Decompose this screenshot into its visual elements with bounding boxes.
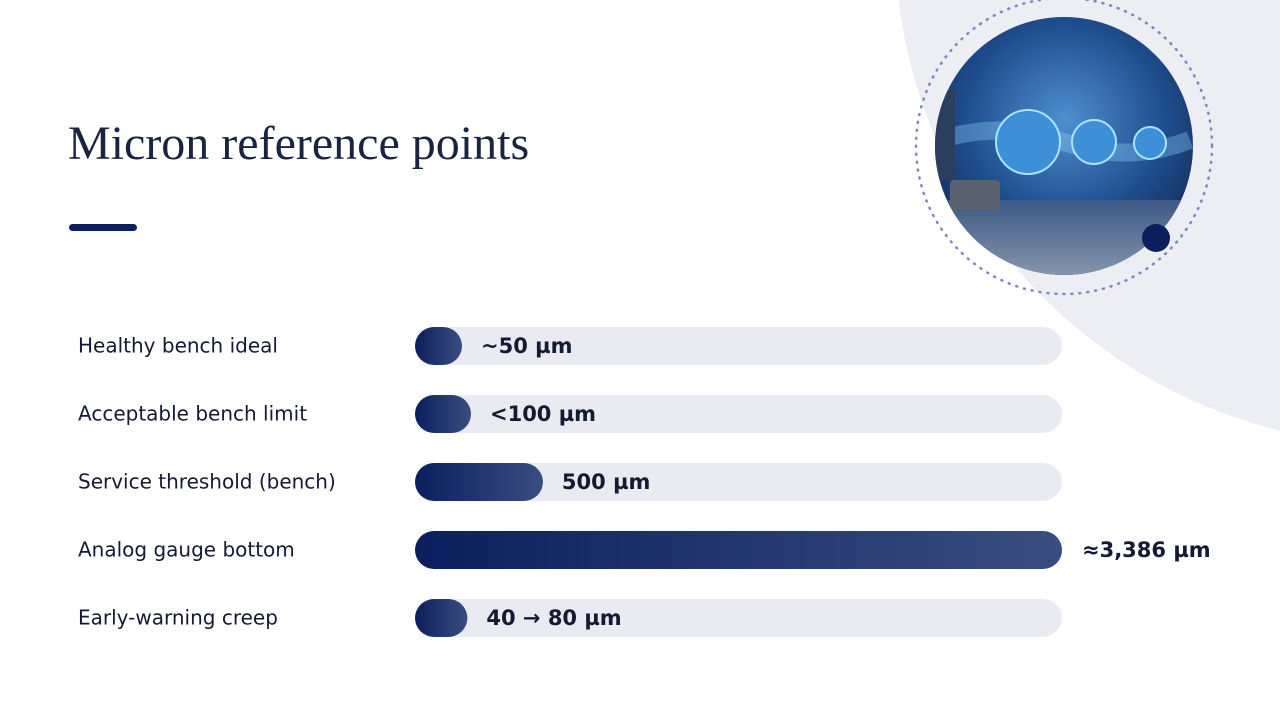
bar: [415, 599, 468, 637]
bar-track: [415, 599, 1062, 637]
bar: [415, 395, 471, 433]
bar-track: [415, 327, 1062, 365]
bar: [415, 531, 1062, 569]
title-underline: [69, 224, 137, 231]
bar-track: [415, 463, 1062, 501]
category-label: Healthy bench ideal: [78, 334, 278, 358]
value-label: ≈3,386 µm: [1082, 538, 1211, 562]
value-label: ~50 µm: [481, 334, 572, 358]
value-label: 40 → 80 µm: [486, 606, 621, 630]
category-label: Acceptable bench limit: [78, 402, 307, 426]
value-label: 500 µm: [562, 470, 650, 494]
dotted-ring: [914, 0, 1214, 296]
bar: [415, 327, 462, 365]
accent-dot: [1142, 224, 1170, 252]
bar-track: [415, 395, 1062, 433]
value-label: <100 µm: [490, 402, 596, 426]
bar: [415, 463, 543, 501]
category-label: Analog gauge bottom: [78, 538, 295, 562]
title: Micron reference points: [68, 117, 529, 170]
category-label: Service threshold (bench): [78, 470, 336, 494]
category-label: Early-warning creep: [78, 606, 278, 630]
